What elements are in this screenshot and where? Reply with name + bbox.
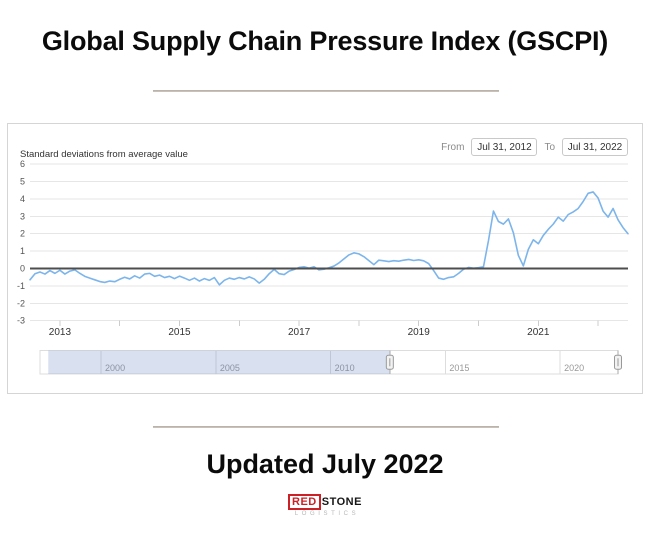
svg-text:2021: 2021 [527, 327, 550, 338]
svg-text:-1: -1 [17, 281, 25, 291]
divider-bottom [153, 426, 499, 428]
svg-text:2005: 2005 [220, 363, 240, 373]
svg-text:-3: -3 [17, 316, 25, 326]
svg-text:1: 1 [20, 246, 25, 256]
chart-panel: Standard deviations from average value F… [7, 123, 643, 394]
navigator-handle-left[interactable] [385, 350, 394, 375]
svg-text:2013: 2013 [49, 327, 72, 338]
divider-top [153, 90, 499, 92]
y-gridlines: 6 5 4 3 2 1 0 -1 -2 -3 [17, 159, 628, 326]
y-axis-title: Standard deviations from average value [20, 149, 188, 160]
svg-text:2010: 2010 [335, 363, 355, 373]
svg-text:2020: 2020 [564, 363, 584, 373]
from-date-input[interactable] [471, 138, 538, 156]
svg-text:2015: 2015 [449, 363, 469, 373]
svg-text:5: 5 [20, 177, 25, 187]
svg-text:0: 0 [20, 264, 25, 274]
x-axis: 2013 2015 2017 2019 2021 [49, 320, 599, 338]
navigator[interactable]: 2000 2005 2010 2015 2020 [39, 350, 622, 375]
svg-text:2015: 2015 [168, 327, 191, 338]
svg-text:2000: 2000 [105, 363, 125, 373]
from-label: From [441, 141, 465, 153]
svg-text:3: 3 [20, 211, 25, 221]
to-date-input[interactable] [562, 138, 628, 156]
to-label: To [544, 141, 555, 153]
navigator-handle-right[interactable] [614, 350, 622, 375]
logo-stone-text: STONE [321, 496, 362, 508]
svg-text:6: 6 [20, 159, 25, 169]
svg-text:2017: 2017 [288, 327, 311, 338]
redstone-logo: RED STONE LOGISTICS [0, 494, 650, 517]
logo-red-box: RED [288, 494, 321, 510]
page-title: Global Supply Chain Pressure Index (GSCP… [41, 26, 609, 56]
chart-svg[interactable]: 6543210-1-2-3201320152017201920212000200… [8, 124, 642, 393]
logo-wordmark: RED STONE [288, 494, 362, 510]
date-range-controls: From To [441, 138, 628, 156]
logo-subtitle: LOGISTICS [294, 511, 360, 517]
navigator-mask[interactable] [48, 350, 390, 375]
svg-text:2: 2 [20, 229, 25, 239]
series-line[interactable] [29, 191, 629, 286]
svg-text:-2: -2 [17, 298, 25, 308]
svg-text:4: 4 [20, 194, 25, 204]
svg-text:2019: 2019 [408, 327, 431, 338]
updated-text: Updated July 2022 [206, 449, 444, 479]
